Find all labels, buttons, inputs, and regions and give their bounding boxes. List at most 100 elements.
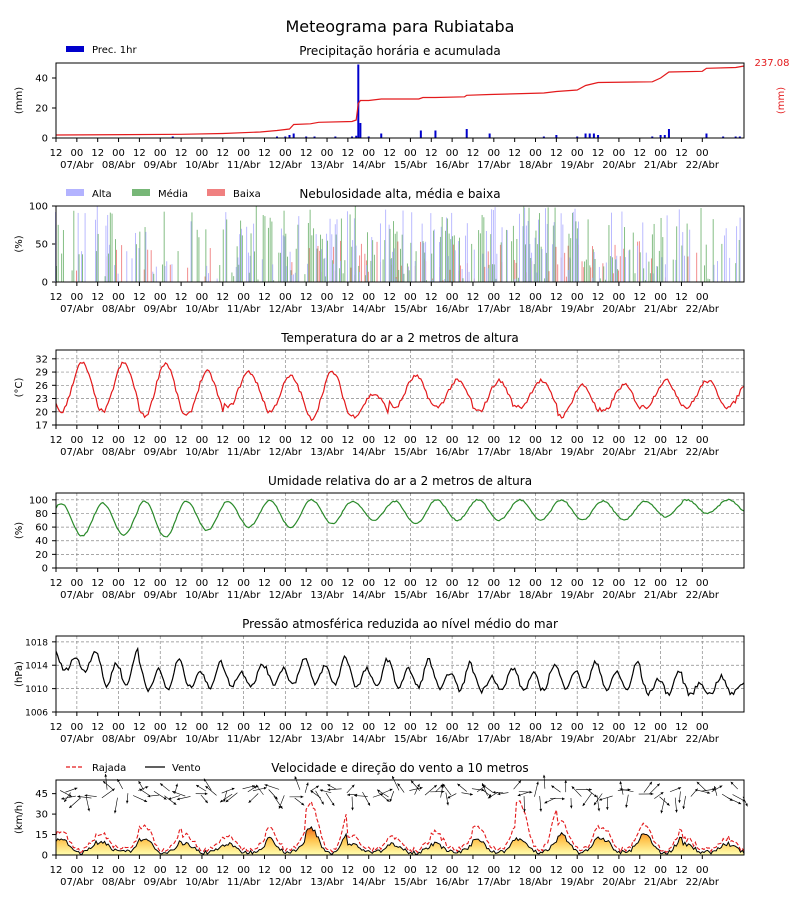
cloud-bar	[617, 269, 619, 282]
cloud-bar	[585, 259, 587, 282]
cloud-bar	[320, 249, 322, 282]
cloud-bar	[370, 260, 372, 282]
day-label: 17/Abr	[477, 447, 511, 458]
wind-arrow-head	[321, 801, 324, 805]
day-label: 15/Abr	[394, 160, 428, 171]
precip-bar	[667, 129, 670, 138]
cloud-bar	[411, 212, 413, 282]
day-label: 22/Abr	[686, 877, 720, 888]
cloud-bar	[414, 261, 416, 282]
cloud-bar	[81, 251, 83, 282]
hour-tick-label: 00	[154, 435, 167, 446]
wind-arrow-head	[446, 802, 449, 806]
precip-bar	[542, 136, 545, 138]
hour-tick-label: 12	[508, 578, 521, 589]
wind-arrow-head	[204, 792, 208, 796]
plot-frame	[55, 492, 745, 569]
cloud-bar	[658, 250, 660, 282]
cloud-bar	[439, 242, 440, 282]
hour-tick-label: 12	[50, 578, 63, 589]
day-label: 13/Abr	[310, 734, 344, 745]
hour-tick-label: 12	[300, 865, 313, 876]
cloud-bar	[494, 207, 496, 282]
cloud-bar	[660, 217, 662, 282]
wind-arrow-head	[589, 788, 592, 791]
cloud-bar	[401, 234, 403, 282]
cloud-bar	[618, 270, 619, 282]
hour-tick-label: 00	[571, 865, 584, 876]
hour-tick-label: 00	[654, 435, 667, 446]
legend-swatch-cloud	[207, 189, 225, 196]
cloud-bar	[331, 234, 333, 282]
wind-arrow-head	[529, 790, 533, 794]
cloud-bar	[295, 248, 297, 282]
wind-arrow-head	[231, 787, 235, 791]
wind-arrow-head	[457, 783, 461, 787]
wind-arrow-head	[564, 780, 568, 783]
wind-arrow-head	[205, 800, 208, 804]
day-label: 16/Abr	[435, 447, 469, 458]
hour-tick-label: 00	[196, 435, 209, 446]
cloud-bar	[311, 235, 313, 282]
hour-tick-label: 00	[112, 148, 125, 159]
cloud-bar	[334, 224, 336, 282]
cloud-bar	[442, 280, 444, 282]
wind-arrow-head	[138, 781, 142, 784]
precip-bar	[334, 136, 337, 138]
hour-tick-label: 00	[196, 578, 209, 589]
day-label: 14/Abr	[352, 447, 386, 458]
y-axis-label: (°C)	[14, 378, 25, 398]
cloud-bar	[206, 265, 208, 282]
cloud-bar	[219, 265, 221, 282]
cloud-bar	[78, 254, 80, 282]
hour-tick-label: 12	[467, 722, 480, 733]
hour-tick-label: 00	[404, 865, 417, 876]
cloud-bar	[117, 273, 119, 282]
day-label: 08/Abr	[102, 590, 136, 601]
cloud-bar	[624, 257, 626, 282]
hour-tick-label: 00	[571, 148, 584, 159]
cloud-bar	[82, 254, 83, 282]
day-label: 12/Abr	[269, 734, 303, 745]
wind-arrow-head	[597, 808, 601, 812]
cloud-bar	[145, 231, 147, 282]
wind-arrow-head	[173, 802, 177, 805]
cloud-bar	[681, 245, 683, 282]
cloud-bar	[339, 268, 341, 282]
cloud-bar	[482, 253, 484, 282]
hour-tick-label: 00	[237, 435, 250, 446]
day-label: 19/Abr	[561, 160, 595, 171]
day-label: 10/Abr	[185, 590, 219, 601]
hour-tick-label: 00	[70, 865, 83, 876]
wind-arrow-head	[163, 796, 167, 800]
wind-arrow-head	[68, 794, 72, 797]
cloud-bar	[326, 233, 328, 282]
hour-tick-label: 00	[529, 578, 542, 589]
wind-arrow-head	[544, 800, 548, 804]
wind-arrow-head	[263, 786, 267, 790]
precip-bar	[555, 135, 558, 138]
precip-bar	[367, 136, 370, 138]
humidity-line	[55, 498, 745, 538]
hour-tick-label: 00	[487, 148, 500, 159]
wind-arrow-head	[256, 784, 259, 788]
hour-tick-label: 00	[529, 148, 542, 159]
day-label: 17/Abr	[477, 590, 511, 601]
hour-tick-label: 12	[50, 435, 63, 446]
cloud-bar	[294, 272, 296, 282]
hour-tick-label: 12	[50, 865, 63, 876]
cloud-bar	[560, 213, 562, 282]
cloud-bar	[553, 222, 555, 282]
day-label: 18/Abr	[519, 877, 553, 888]
gust-line	[55, 800, 745, 854]
cloud-bar	[393, 248, 395, 282]
day-label: 22/Abr	[686, 734, 720, 745]
wind-arrow-head	[745, 803, 748, 807]
cloud-bar	[572, 211, 574, 282]
day-label: 21/Abr	[644, 877, 678, 888]
cloud-bar	[446, 217, 447, 282]
cloud-bar	[264, 216, 266, 282]
cloud-bar	[682, 232, 684, 282]
precip-bar	[738, 136, 741, 138]
hour-tick-label: 12	[467, 435, 480, 446]
